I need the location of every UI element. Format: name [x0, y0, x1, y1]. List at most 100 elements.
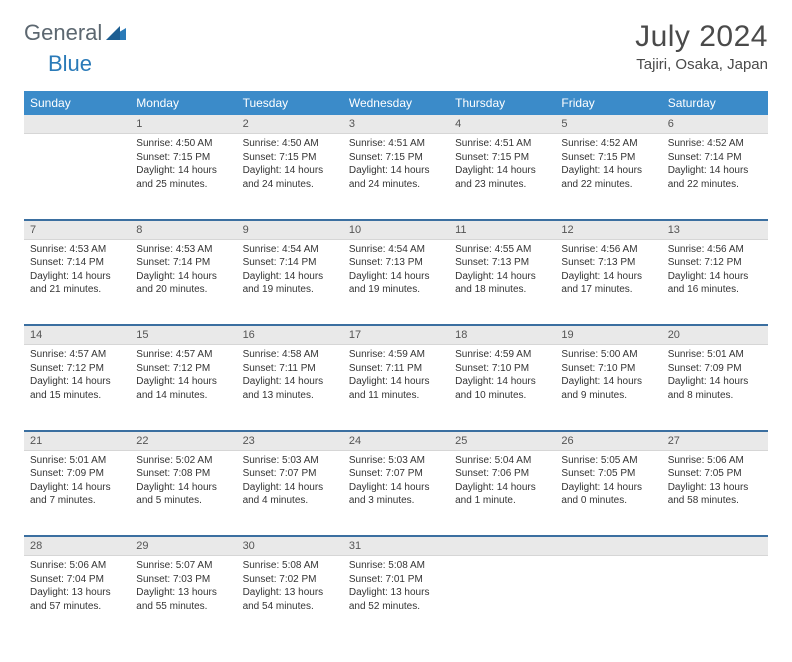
daylight-line: Daylight: 14 hours and 25 minutes. — [136, 164, 230, 191]
day-number-cell: 1 — [130, 115, 236, 134]
daylight-line: Daylight: 14 hours and 17 minutes. — [561, 270, 655, 297]
daylight-line: Daylight: 14 hours and 24 minutes. — [243, 164, 337, 191]
sunset-line: Sunset: 7:04 PM — [30, 573, 124, 587]
sunset-line: Sunset: 7:05 PM — [668, 467, 762, 481]
logo-text-general: General — [24, 20, 102, 46]
sunrise-line: Sunrise: 4:57 AM — [136, 348, 230, 362]
day-number-row: 123456 — [24, 115, 768, 134]
sunrise-line: Sunrise: 4:52 AM — [561, 137, 655, 151]
sunset-line: Sunset: 7:15 PM — [349, 151, 443, 165]
day-number-cell: 28 — [24, 536, 130, 556]
sunset-line: Sunset: 7:12 PM — [668, 256, 762, 270]
day-content-cell — [555, 556, 661, 642]
sunset-line: Sunset: 7:07 PM — [349, 467, 443, 481]
day-number-cell: 8 — [130, 220, 236, 240]
day-number-row: 78910111213 — [24, 220, 768, 240]
day-number-cell: 7 — [24, 220, 130, 240]
daylight-line: Daylight: 14 hours and 13 minutes. — [243, 375, 337, 402]
sunset-line: Sunset: 7:13 PM — [455, 256, 549, 270]
day-content-row: Sunrise: 5:06 AMSunset: 7:04 PM Daylight:… — [24, 556, 768, 642]
sunset-line: Sunset: 7:15 PM — [136, 151, 230, 165]
day-content-cell: Sunrise: 4:53 AMSunset: 7:14 PMDaylight:… — [24, 239, 130, 325]
day-number-cell: 13 — [662, 220, 768, 240]
sunrise-line: Sunrise: 4:59 AM — [349, 348, 443, 362]
day-number-cell: 21 — [24, 431, 130, 451]
day-content-row: Sunrise: 4:50 AMSunset: 7:15 PMDaylight:… — [24, 134, 768, 220]
day-content-cell — [662, 556, 768, 642]
title-block: July 2024 Tajiri, Osaka, Japan — [635, 20, 768, 73]
day-number-cell: 2 — [237, 115, 343, 134]
day-content-cell: Sunrise: 5:03 AMSunset: 7:07 PMDaylight:… — [237, 450, 343, 536]
sunrise-line: Sunrise: 5:01 AM — [30, 454, 124, 468]
sunset-line: Sunset: 7:15 PM — [455, 151, 549, 165]
sunset-line: Sunset: 7:14 PM — [668, 151, 762, 165]
day-number-cell — [24, 115, 130, 134]
daylight-line: Daylight: 14 hours and 15 minutes. — [30, 375, 124, 402]
sunset-line: Sunset: 7:14 PM — [136, 256, 230, 270]
sunrise-line: Sunrise: 5:07 AM — [136, 559, 230, 573]
day-number-cell: 26 — [555, 431, 661, 451]
day-number-cell: 30 — [237, 536, 343, 556]
sunrise-line: Sunrise: 5:06 AM — [30, 559, 124, 573]
daylight-line: Daylight: 14 hours and 16 minutes. — [668, 270, 762, 297]
daylight-line: Daylight: 14 hours and 10 minutes. — [455, 375, 549, 402]
day-number-cell: 18 — [449, 325, 555, 345]
day-content-cell: Sunrise: 5:06 AMSunset: 7:05 PMDaylight:… — [662, 450, 768, 536]
day-number-cell: 15 — [130, 325, 236, 345]
day-content-cell: Sunrise: 4:59 AMSunset: 7:11 PMDaylight:… — [343, 345, 449, 431]
logo-text-blue: Blue — [48, 51, 92, 76]
day-content-cell: Sunrise: 5:00 AMSunset: 7:10 PMDaylight:… — [555, 345, 661, 431]
day-number-cell: 3 — [343, 115, 449, 134]
day-content-cell: Sunrise: 5:02 AMSunset: 7:08 PMDaylight:… — [130, 450, 236, 536]
sunset-line: Sunset: 7:15 PM — [561, 151, 655, 165]
sunrise-line: Sunrise: 5:02 AM — [136, 454, 230, 468]
sunset-line: Sunset: 7:12 PM — [136, 362, 230, 376]
header-monday: Monday — [130, 91, 236, 115]
day-content-row: Sunrise: 4:53 AMSunset: 7:14 PMDaylight:… — [24, 239, 768, 325]
daylight-line: Daylight: 14 hours and 20 minutes. — [136, 270, 230, 297]
day-number-cell: 9 — [237, 220, 343, 240]
sunrise-line: Sunrise: 5:03 AM — [349, 454, 443, 468]
day-content-cell: Sunrise: 4:55 AMSunset: 7:13 PMDaylight:… — [449, 239, 555, 325]
day-content-row: Sunrise: 4:57 AMSunset: 7:12 PMDaylight:… — [24, 345, 768, 431]
sunset-line: Sunset: 7:15 PM — [243, 151, 337, 165]
day-number-row: 14151617181920 — [24, 325, 768, 345]
sunrise-line: Sunrise: 4:53 AM — [136, 243, 230, 257]
day-content-cell: Sunrise: 5:04 AMSunset: 7:06 PMDaylight:… — [449, 450, 555, 536]
sunset-line: Sunset: 7:01 PM — [349, 573, 443, 587]
day-number-cell — [555, 536, 661, 556]
day-content-cell: Sunrise: 4:57 AMSunset: 7:12 PMDaylight:… — [130, 345, 236, 431]
sunrise-line: Sunrise: 4:55 AM — [455, 243, 549, 257]
sunrise-line: Sunrise: 4:51 AM — [349, 137, 443, 151]
daylight-line: Daylight: 14 hours and 24 minutes. — [349, 164, 443, 191]
daylight-line: Daylight: 14 hours and 1 minute. — [455, 481, 549, 508]
day-number-cell: 20 — [662, 325, 768, 345]
daylight-line: Daylight: 14 hours and 14 minutes. — [136, 375, 230, 402]
sunset-line: Sunset: 7:09 PM — [668, 362, 762, 376]
day-content-cell: Sunrise: 5:08 AMSunset: 7:02 PMDaylight:… — [237, 556, 343, 642]
sunrise-line: Sunrise: 5:08 AM — [243, 559, 337, 573]
sunset-line: Sunset: 7:14 PM — [243, 256, 337, 270]
daylight-line: Daylight: 13 hours and 54 minutes. — [243, 586, 337, 613]
sunrise-line: Sunrise: 4:54 AM — [243, 243, 337, 257]
sunrise-line: Sunrise: 5:06 AM — [668, 454, 762, 468]
sunset-line: Sunset: 7:13 PM — [349, 256, 443, 270]
day-content-cell — [449, 556, 555, 642]
day-number-cell: 11 — [449, 220, 555, 240]
month-title: July 2024 — [635, 20, 768, 54]
sunset-line: Sunset: 7:05 PM — [561, 467, 655, 481]
sunrise-line: Sunrise: 4:51 AM — [455, 137, 549, 151]
sunrise-line: Sunrise: 4:52 AM — [668, 137, 762, 151]
daylight-line: Daylight: 14 hours and 22 minutes. — [561, 164, 655, 191]
sunrise-line: Sunrise: 4:50 AM — [136, 137, 230, 151]
day-number-cell: 24 — [343, 431, 449, 451]
day-content-cell: Sunrise: 4:54 AMSunset: 7:14 PMDaylight:… — [237, 239, 343, 325]
sunrise-line: Sunrise: 4:54 AM — [349, 243, 443, 257]
sunset-line: Sunset: 7:08 PM — [136, 467, 230, 481]
day-number-cell: 4 — [449, 115, 555, 134]
header-sunday: Sunday — [24, 91, 130, 115]
day-number-cell: 27 — [662, 431, 768, 451]
sunrise-line: Sunrise: 5:08 AM — [349, 559, 443, 573]
daylight-line: Daylight: 13 hours and 52 minutes. — [349, 586, 443, 613]
header-tuesday: Tuesday — [237, 91, 343, 115]
